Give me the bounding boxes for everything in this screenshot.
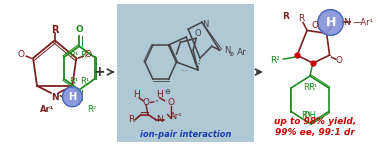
Text: —Ar¹: —Ar¹	[352, 18, 373, 27]
Text: O: O	[143, 98, 149, 107]
Text: N: N	[343, 18, 350, 27]
Text: O: O	[311, 21, 318, 30]
Text: OH: OH	[304, 111, 317, 120]
Text: Ar¹: Ar¹	[40, 105, 54, 114]
Text: N: N	[156, 115, 163, 124]
Text: ···: ···	[180, 67, 188, 77]
Text: R: R	[51, 25, 59, 35]
Text: H: H	[156, 90, 163, 99]
Text: R: R	[298, 14, 304, 23]
FancyBboxPatch shape	[116, 4, 254, 142]
Text: ⊖: ⊖	[165, 89, 170, 95]
Circle shape	[318, 10, 343, 35]
Text: N: N	[225, 46, 231, 55]
Text: R¹: R¹	[69, 51, 78, 60]
Text: O: O	[85, 50, 91, 59]
Text: O: O	[336, 56, 343, 65]
Text: 99% ee, 99:1 dr: 99% ee, 99:1 dr	[275, 128, 355, 137]
Text: ion-pair interaction: ion-pair interaction	[139, 130, 231, 139]
Text: R²: R²	[87, 105, 96, 114]
Text: +: +	[93, 65, 105, 79]
Text: O: O	[18, 50, 25, 59]
Text: R¹: R¹	[308, 83, 317, 92]
Text: up to 98% yield,: up to 98% yield,	[274, 117, 356, 126]
Text: O: O	[195, 29, 201, 38]
Text: R: R	[128, 115, 135, 124]
Text: O: O	[167, 98, 174, 107]
Text: Ar: Ar	[237, 48, 247, 57]
Text: R¹: R¹	[80, 77, 89, 86]
Text: H: H	[325, 16, 336, 29]
Text: ⊕: ⊕	[228, 52, 234, 57]
Text: N: N	[202, 20, 208, 29]
Text: R¹: R¹	[80, 51, 89, 60]
Text: R¹: R¹	[303, 83, 312, 92]
Text: H: H	[68, 92, 76, 102]
Text: R¹: R¹	[69, 77, 78, 86]
Circle shape	[62, 87, 82, 107]
Text: R: R	[282, 12, 289, 21]
Text: R²: R²	[270, 56, 279, 65]
Text: O: O	[75, 25, 83, 34]
Text: R¹: R¹	[301, 111, 310, 120]
Text: H: H	[133, 90, 139, 99]
Text: N: N	[51, 93, 59, 102]
Text: Ar¹: Ar¹	[170, 112, 182, 121]
